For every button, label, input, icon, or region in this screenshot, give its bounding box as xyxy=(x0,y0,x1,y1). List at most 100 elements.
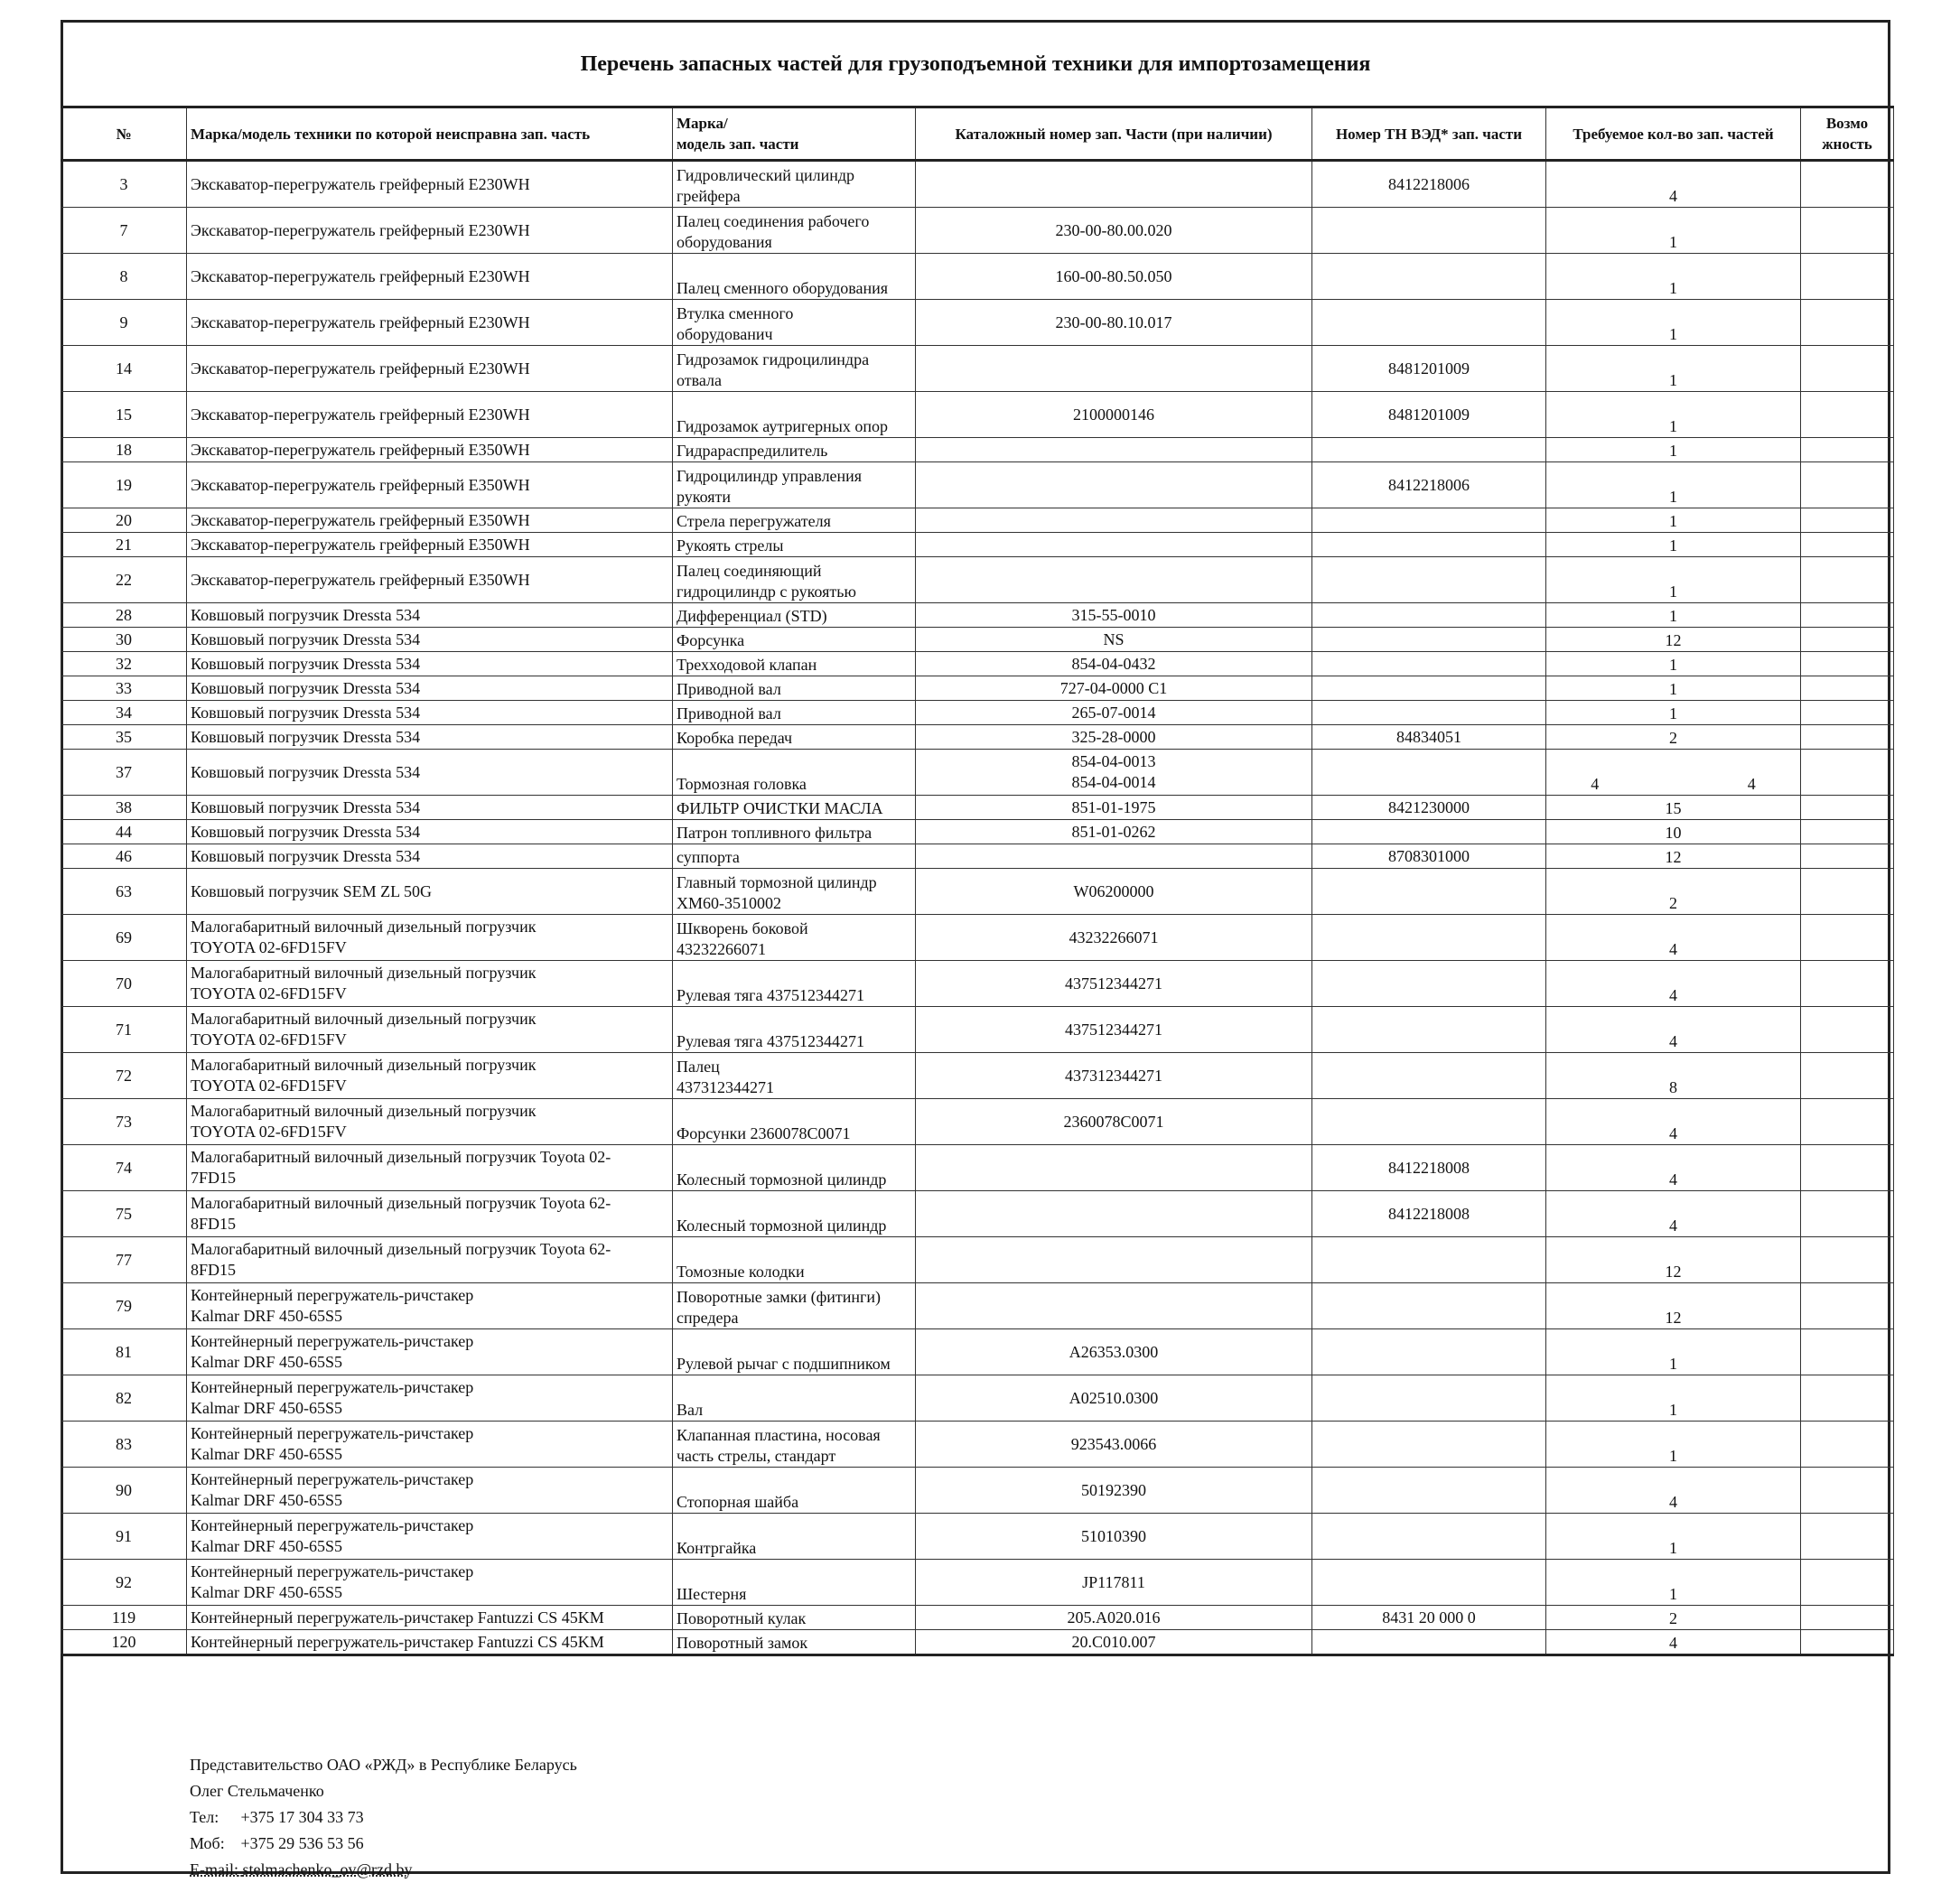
cell-catalog-number: 20.C010.007 xyxy=(915,1629,1312,1656)
table-row: 75 Малогабаритный вилочный дизельный погр… xyxy=(61,1190,1894,1237)
cell-tn-ved-code xyxy=(1311,1629,1546,1656)
cell-quantity: 12 xyxy=(1545,844,1801,869)
cell-row-number: 32 xyxy=(61,651,187,676)
cell-part-name: Вал xyxy=(672,1375,916,1422)
cell-quantity: 15 xyxy=(1545,795,1801,820)
cell-row-number: 71 xyxy=(61,1006,187,1053)
cell-equipment-model: Экскаватор-перегружатель грейферный E230… xyxy=(186,160,673,208)
cell-possibility xyxy=(1800,724,1894,750)
table-row: 77 Малогабаритный вилочный дизельный погр… xyxy=(61,1236,1894,1283)
cell-row-number: 20 xyxy=(61,508,187,533)
col-header-part-model: Марка/ модель зап. части xyxy=(672,106,916,162)
cell-tn-ved-code: 8481201009 xyxy=(1311,345,1546,392)
table-row: 70 Малогабаритный вилочный дизельный погр… xyxy=(61,960,1894,1007)
contact-block: Представительство ОАО «РЖД» в Республике… xyxy=(190,1752,577,1883)
table-header-row: № Марка/модель техники по которой неиспр… xyxy=(61,106,1894,162)
cell-quantity: 1 xyxy=(1545,1513,1801,1560)
table-row: 9 Экскаватор-перегружатель грейферный E23… xyxy=(61,299,1894,346)
cell-tn-ved-code: 8412218006 xyxy=(1311,160,1546,208)
email-label: E-mail: xyxy=(190,1860,238,1878)
cell-catalog-number: 51010390 xyxy=(915,1513,1312,1560)
cell-part-name: Трехходовой клапан xyxy=(672,651,916,676)
cell-part-name: Контргайка xyxy=(672,1513,916,1560)
cell-tn-ved-code xyxy=(1311,1467,1546,1514)
cell-quantity: 1 xyxy=(1545,508,1801,533)
cell-row-number: 91 xyxy=(61,1513,187,1560)
cell-row-number: 14 xyxy=(61,345,187,392)
cell-tn-ved-code xyxy=(1311,1375,1546,1422)
cell-quantity: 4 xyxy=(1545,160,1801,208)
cell-quantity: 4 xyxy=(1545,1098,1801,1145)
cell-catalog-number: 437312344271 xyxy=(915,1052,1312,1099)
cell-row-number: 15 xyxy=(61,391,187,438)
cell-quantity: 1 xyxy=(1545,391,1801,438)
cell-catalog-number xyxy=(915,1144,1312,1191)
cell-part-name: Поворотный кулак xyxy=(672,1605,916,1630)
cell-tn-ved-code: 84834051 xyxy=(1311,724,1546,750)
cell-tn-ved-code xyxy=(1311,532,1546,557)
tel-value: +375 17 304 33 73 xyxy=(240,1808,364,1826)
cell-catalog-number: 325-28-0000 xyxy=(915,724,1312,750)
cell-possibility xyxy=(1800,1421,1894,1468)
cell-part-name: Поворотные замки (фитинги) спредера xyxy=(672,1282,916,1329)
cell-possibility xyxy=(1800,299,1894,346)
cell-equipment-model: Ковшовый погрузчик Dressta 534 xyxy=(186,844,673,869)
cell-catalog-number: A02510.0300 xyxy=(915,1375,1312,1422)
cell-catalog-number xyxy=(915,437,1312,462)
cell-row-number: 69 xyxy=(61,914,187,961)
table-row: 38 Ковшовый погрузчик Dressta 534 ФИЛЬТР О… xyxy=(61,795,1894,820)
cell-equipment-model: Контейнерный перегружатель-ричстакер Kal… xyxy=(186,1513,673,1560)
cell-part-name: Шестерня xyxy=(672,1559,916,1606)
cell-quantity: 1 xyxy=(1545,345,1801,392)
email-link[interactable]: stelmachenko_ov@rzd.by xyxy=(242,1860,413,1878)
cell-part-name: Колесный тормозной цилиндр xyxy=(672,1190,916,1237)
cell-tn-ved-code xyxy=(1311,1006,1546,1053)
cell-row-number: 3 xyxy=(61,160,187,208)
cell-part-name: Форсунки 2360078C0071 xyxy=(672,1098,916,1145)
cell-tn-ved-code xyxy=(1311,676,1546,701)
table-row: 91 Контейнерный перегружатель-ричстакер K… xyxy=(61,1513,1894,1560)
cell-possibility xyxy=(1800,749,1894,796)
cell-catalog-number: JP117811 xyxy=(915,1559,1312,1606)
cell-possibility xyxy=(1800,532,1894,557)
cell-tn-ved-code xyxy=(1311,207,1546,254)
cell-tn-ved-code xyxy=(1311,602,1546,628)
cell-equipment-model: Малогабаритный вилочный дизельный погруз… xyxy=(186,914,673,961)
cell-equipment-model: Малогабаритный вилочный дизельный погруз… xyxy=(186,1190,673,1237)
table-row: 28 Ковшовый погрузчик Dressta 534 Дифферен… xyxy=(61,602,1894,628)
cell-part-name: Рулевая тяга 437512344271 xyxy=(672,960,916,1007)
cell-tn-ved-code xyxy=(1311,700,1546,725)
cell-part-name: ФИЛЬТР ОЧИСТКИ МАСЛА xyxy=(672,795,916,820)
cell-quantity: 1 xyxy=(1545,700,1801,725)
cell-equipment-model: Ковшовый погрузчик Dressta 534 xyxy=(186,795,673,820)
cell-tn-ved-code: 8481201009 xyxy=(1311,391,1546,438)
cell-part-name: Тормозная головка xyxy=(672,749,916,796)
cell-quantity: 1 xyxy=(1545,1421,1801,1468)
cell-catalog-number: 50192390 xyxy=(915,1467,1312,1514)
cell-row-number: 8 xyxy=(61,253,187,300)
organization: Представительство ОАО «РЖД» в Республике… xyxy=(190,1756,577,1774)
cell-catalog-number: 923543.0066 xyxy=(915,1421,1312,1468)
cell-equipment-model: Экскаватор-перегружатель грейферный E350… xyxy=(186,461,673,508)
cell-possibility xyxy=(1800,651,1894,676)
cell-part-name: Рукоять стрелы xyxy=(672,532,916,557)
cell-row-number: 92 xyxy=(61,1559,187,1606)
cell-catalog-number: W06200000 xyxy=(915,868,1312,915)
cell-part-name: Колесный тормозной цилиндр xyxy=(672,1144,916,1191)
cell-row-number: 28 xyxy=(61,602,187,628)
cell-possibility xyxy=(1800,602,1894,628)
col-header-catalog-number: Каталожный номер зап. Части (при наличии… xyxy=(915,106,1312,162)
table-row: 21 Экскаватор-перегружатель грейферный E3… xyxy=(61,532,1894,557)
cell-tn-ved-code xyxy=(1311,627,1546,652)
cell-equipment-model: Ковшовый погрузчик Dressta 534 xyxy=(186,819,673,844)
table-row: 22 Экскаватор-перегружатель грейферный E3… xyxy=(61,556,1894,603)
cell-tn-ved-code: 8412218008 xyxy=(1311,1190,1546,1237)
cell-possibility xyxy=(1800,819,1894,844)
cell-possibility xyxy=(1800,1006,1894,1053)
table-row: 7 Экскаватор-перегружатель грейферный E23… xyxy=(61,207,1894,254)
cell-equipment-model: Экскаватор-перегружатель грейферный E350… xyxy=(186,508,673,533)
cell-part-name: Приводной вал xyxy=(672,700,916,725)
table-row: 82 Контейнерный перегружатель-ричстакер K… xyxy=(61,1375,1894,1422)
cell-tn-ved-code: 8421230000 xyxy=(1311,795,1546,820)
cell-quantity: 1 xyxy=(1545,1375,1801,1422)
